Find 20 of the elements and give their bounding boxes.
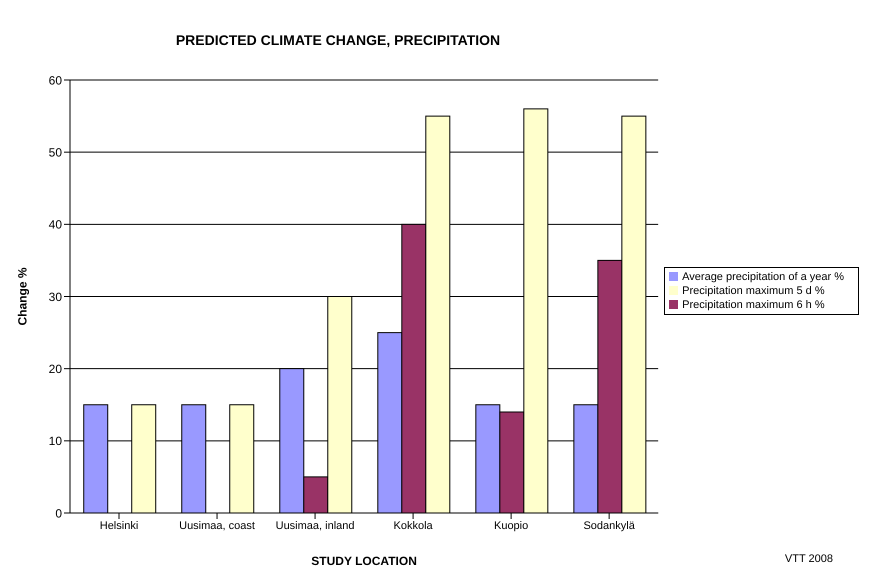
y-tick-label: 50 [48,145,62,160]
y-tick-label: 10 [48,434,62,448]
legend-label: Precipitation maximum 6 h % [682,298,825,310]
x-tick-label: Sodankylä [583,520,636,532]
legend-label: Average precipitation of a year % [682,270,844,282]
legend-label: Precipitation maximum 5 d % [682,284,825,296]
x-tick-label: Uusimaa, coast [179,520,255,532]
y-tick-label: 20 [48,362,62,376]
x-tick-label: Helsinki [100,520,138,532]
x-tick-label: Kokkola [394,520,434,532]
chart-title: PREDICTED CLIMATE CHANGE, PRECIPITATION [174,32,502,48]
y-tick-label: 60 [48,73,62,88]
y-tick-label: 40 [48,218,62,232]
x-tick-label: Uusimaa, inland [276,520,355,532]
y-tick-label: 0 [55,506,62,520]
y-axis-title: Change % [15,267,30,326]
x-axis-title: STUDY LOCATION [311,554,417,568]
text: VTT 2008 [784,553,833,565]
y-tick-label: 30 [48,290,62,304]
x-tick-label: Kuopio [494,520,528,532]
